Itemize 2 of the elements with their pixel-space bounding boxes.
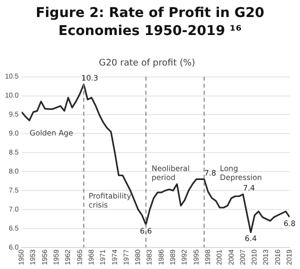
- chart-title: Figure 2: Rate of Profit in G20 Economies 1950-2019 ¹⁶: [34, 4, 266, 41]
- chart-subtitle: G20 rate of profit (%): [98, 58, 196, 69]
